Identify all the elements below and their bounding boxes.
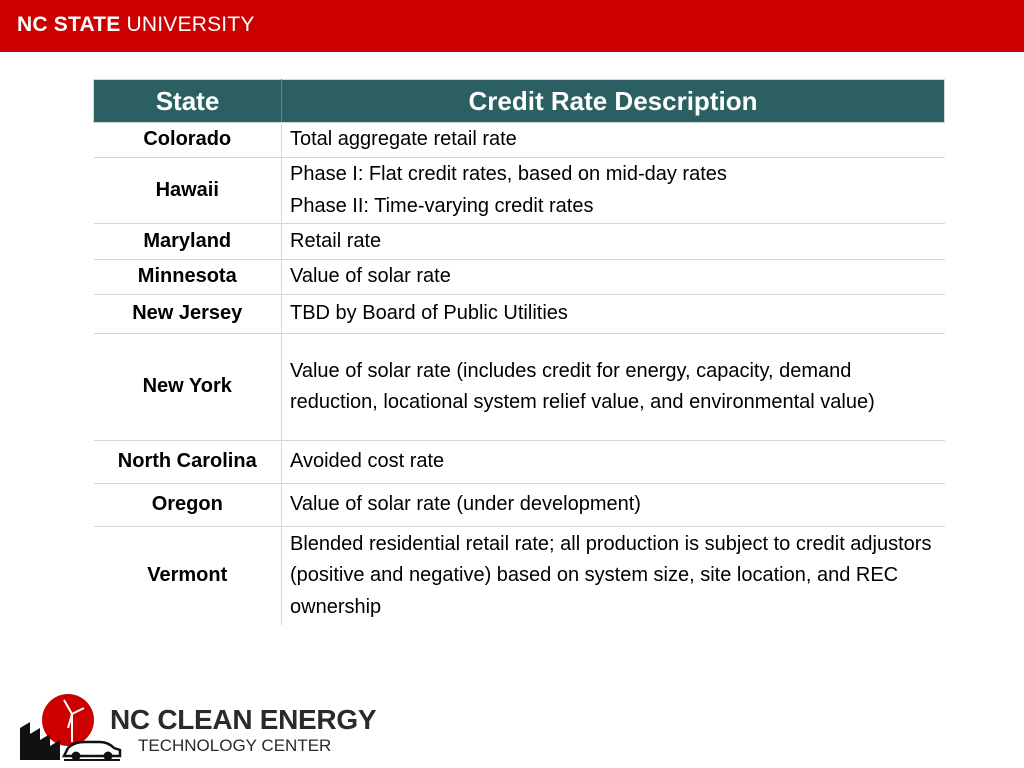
state-cell: Oregon xyxy=(93,483,282,527)
description-cell: Avoided cost rate xyxy=(281,440,945,484)
description-line: Phase II: Time-varying credit rates xyxy=(290,194,594,217)
table-row: New Jersey TBD by Board of Public Utilit… xyxy=(93,294,945,334)
table-row: Oregon Value of solar rate (under develo… xyxy=(93,483,945,527)
state-cell: Colorado xyxy=(93,122,282,158)
description-cell: Value of solar rate (includes credit for… xyxy=(281,333,945,441)
logo-line-1: NC CLEAN ENERGY xyxy=(110,704,377,735)
description-cell: Phase I: Flat credit rates, based on mid… xyxy=(281,157,945,224)
table-row: North Carolina Avoided cost rate xyxy=(93,440,945,484)
table-row: Colorado Total aggregate retail rate xyxy=(93,122,945,158)
credit-rate-table: State Credit Rate Description Colorado T… xyxy=(93,79,945,625)
description-cell: TBD by Board of Public Utilities xyxy=(281,294,945,334)
state-cell: Vermont xyxy=(93,526,282,625)
description-cell: Value of solar rate xyxy=(281,259,945,295)
header-state: State xyxy=(93,79,282,123)
logo-line-2: TECHNOLOGY CENTER xyxy=(138,736,332,755)
table-row: Minnesota Value of solar rate xyxy=(93,259,945,295)
state-cell: Maryland xyxy=(93,223,282,260)
state-cell: Minnesota xyxy=(93,259,282,295)
description-cell: Total aggregate retail rate xyxy=(281,122,945,158)
description-cell: Retail rate xyxy=(281,223,945,260)
top-banner: NC STATE UNIVERSITY xyxy=(0,0,1024,52)
description-cell: Value of solar rate (under development) xyxy=(281,483,945,527)
state-cell: New Jersey xyxy=(93,294,282,334)
table-row: New York Value of solar rate (includes c… xyxy=(93,333,945,441)
description-line: Phase I: Flat credit rates, based on mid… xyxy=(290,163,727,185)
state-cell: Hawaii xyxy=(93,157,282,224)
nc-clean-energy-logo-icon xyxy=(20,694,122,761)
brand-thin: UNIVERSITY xyxy=(126,13,255,36)
table-row: Maryland Retail rate xyxy=(93,223,945,260)
state-cell: New York xyxy=(93,333,282,441)
university-logo-text[interactable]: NC STATE UNIVERSITY xyxy=(17,13,255,37)
description-cell: Blended residential retail rate; all pro… xyxy=(290,532,932,618)
table-header-row: State Credit Rate Description xyxy=(93,79,945,123)
header-description: Credit Rate Description xyxy=(281,79,945,123)
brand-bold: NC STATE xyxy=(17,13,121,36)
table-row: Hawaii Phase I: Flat credit rates, based… xyxy=(93,157,945,224)
state-cell: North Carolina xyxy=(93,440,282,484)
table-row: Vermont Blended residential retail rate;… xyxy=(93,526,945,625)
